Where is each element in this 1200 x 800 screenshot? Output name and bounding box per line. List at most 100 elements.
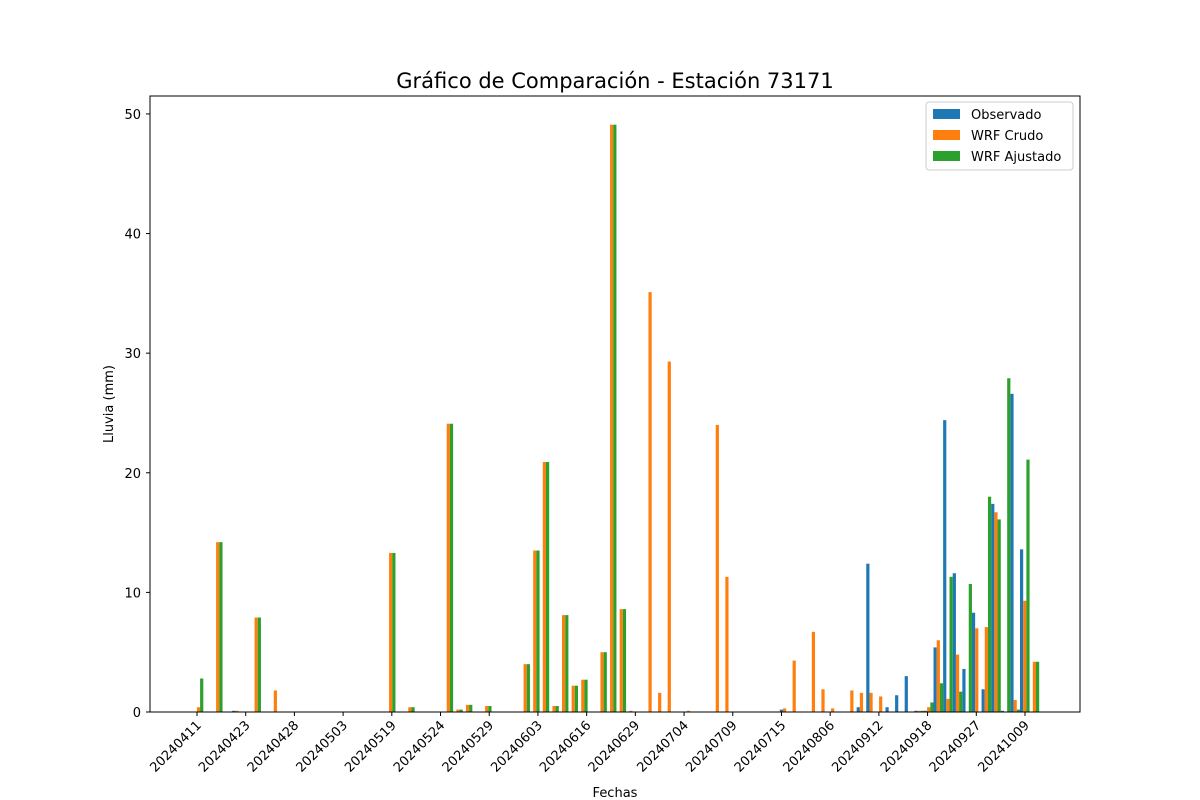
bar-wrf-ajustado-0 [200,678,204,712]
bar-wrf-ajustado-2 [219,542,223,712]
legend-swatch-observado [933,109,960,119]
bar-wrf-crudo-39 [571,685,575,712]
bar-wrf-crudo-42 [600,652,604,712]
bar-wrf-ajustado-77 [939,683,944,712]
bar-wrf-crudo-79 [955,654,960,712]
bar-wrf-crudo-22 [408,707,412,712]
bar-wrf-ajustado-30 [488,706,492,712]
bar-wrf-ajustado-83 [997,519,1001,712]
bar-wrf-crudo-81 [975,628,979,712]
bar-wrf-crudo-2 [216,542,220,712]
bar-wrf-ajustado-75 [920,710,924,712]
bar-wrf-crudo-77 [936,640,940,712]
bar-wrf-crudo-82 [984,627,988,712]
bar-wrf-ajustado-40 [584,679,588,712]
legend-swatch-wrf-ajustado [933,151,960,161]
bar-observado-81 [971,612,976,712]
bar-wrf-crudo-62 [792,660,796,712]
bar-wrf-ajustado-76 [930,702,934,712]
bar-wrf-crudo-86 [1023,600,1027,712]
bar-wrf-ajustado-20 [392,552,396,712]
chart-title: Gráfico de Comparación - Estación 73171 [396,69,833,93]
bar-wrf-crudo-70 [869,692,873,712]
legend-label-wrf-crudo: WRF Crudo [971,129,1043,144]
bar-wrf-crudo-43 [610,124,614,712]
bar-wrf-ajustado-34 [526,664,530,712]
bar-wrf-crudo-36 [542,462,546,712]
bar-wrf-crudo-65 [821,689,825,712]
bar-wrf-crudo-8 [273,690,277,712]
y-tick-label: 0 [133,706,141,721]
bar-observado-76 [923,710,928,712]
bar-observado-69 [856,707,860,712]
bar-wrf-crudo-76 [927,707,931,712]
bar-wrf-ajustado-37 [555,706,559,712]
bar-wrf-crudo-6 [254,617,258,712]
bar-wrf-ajustado-84 [1007,378,1011,712]
legend-swatch-wrf-crudo [933,130,960,140]
bar-wrf-crudo-55 [725,576,729,712]
bar-wrf-crudo-87 [1032,661,1036,712]
bar-observado-78 [943,420,947,712]
bar-observado-84 [1000,710,1004,712]
y-tick-label: 30 [124,347,141,362]
y-tick-label: 20 [124,467,141,482]
bar-observado-61 [779,709,783,712]
bar-wrf-crudo-35 [533,550,537,712]
bar-wrf-ajustado-38 [565,615,569,712]
y-axis: 0 10 20 30 40 50 [124,108,150,721]
bar-observado-75 [914,710,918,712]
plot-frame [149,95,1081,713]
bar-wrf-ajustado-28 [469,704,473,712]
bar-observado-83 [991,503,995,712]
bar-wrf-ajustado-80 [968,584,972,712]
bar-wrf-ajustado-79 [959,691,963,712]
bar-wrf-crudo-26 [446,423,450,712]
bar-wrf-crudo-69 [859,692,864,712]
bar-observado-73 [895,695,899,712]
bar-wrf-ajustado-82 [987,496,992,712]
bar-observado-72 [885,707,889,712]
bar-wrf-crudo-28 [465,704,470,712]
bar-wrf-ajustado-39 [574,685,579,712]
bar-observado-4 [232,710,236,712]
legend-frame [925,101,1074,171]
bar-observado-70 [866,563,870,712]
bar-observado-77 [933,647,937,712]
bar-wrf-ajustado-26 [449,423,454,712]
bar-wrf-crudo-54 [715,424,719,712]
bar-wrf-ajustado-36 [545,462,550,712]
bar-wrf-ajustado-27 [459,709,463,712]
bar-wrf-crudo-45 [629,710,633,712]
bar-wrf-crudo-51 [686,710,691,712]
bar-wrf-crudo-48 [658,692,662,712]
bar-wrf-crudo-44 [619,609,623,712]
bar-wrf-crudo-68 [850,690,854,712]
bar-wrf-ajustado-87 [1036,661,1040,712]
legend-label-wrf-ajustado: WRF Ajustado [971,150,1061,165]
bar-wrf-crudo-0 [196,707,201,712]
bar-wrf-crudo-40 [581,679,585,712]
y-tick-label: 10 [124,586,141,601]
legend-label-observado: Observado [971,108,1042,123]
bar-wrf-crudo-85 [1013,700,1017,712]
bar-wrf-ajustado-35 [536,550,540,712]
bar-wrf-crudo-47 [648,292,652,712]
y-tick-label: 40 [124,228,141,243]
bar-wrf-ajustado-44 [622,609,627,712]
bar-wrf-crudo-37 [552,706,556,712]
bar-wrf-crudo-71 [879,696,883,712]
y-axis-label: Lluvia (mm) [102,365,117,443]
bar-wrf-crudo-34 [523,664,527,712]
bar-observado-79 [952,573,956,712]
bar-wrf-ajustado-22 [411,707,415,712]
bar-wrf-crudo-66 [831,708,835,712]
bar-wrf-ajustado-85 [1016,709,1020,712]
bar-wrf-crudo-20 [389,552,393,712]
bar-wrf-crudo-64 [811,631,816,712]
bar-wrf-crudo-4 [235,710,239,712]
bar-wrf-ajustado-42 [603,652,607,712]
bar-wrf-crudo-83 [994,512,998,712]
bar-wrf-ajustado-6 [257,617,261,712]
